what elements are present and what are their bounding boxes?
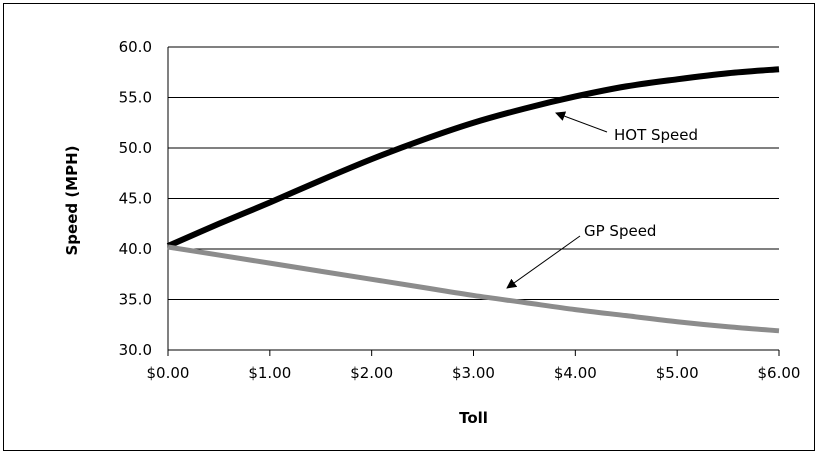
gridlines [167, 46, 780, 356]
y-tick-label: 50.0 [119, 139, 152, 157]
x-tick-label: $4.00 [554, 364, 597, 382]
gp-speed-annotation-label: GP Speed [584, 222, 656, 240]
y-tick-labels: 30.0 35.0 40.0 45.0 50.0 55.0 60.0 [119, 38, 152, 359]
x-tick-label: $0.00 [147, 364, 190, 382]
x-tick-label: $6.00 [758, 364, 801, 382]
y-tick-label: 40.0 [119, 240, 152, 258]
x-tick-label: $2.00 [350, 364, 393, 382]
y-axis-title: Speed (MPH) [63, 145, 81, 255]
series-lines [166, 66, 780, 334]
gp-speed-annotation-arrow [506, 235, 581, 289]
y-tick-label: 30.0 [119, 341, 152, 359]
series-line-1 [167, 244, 780, 334]
y-tick-label: 45.0 [119, 190, 152, 208]
x-tick-label: $3.00 [452, 364, 495, 382]
annotations: HOT Speed GP Speed [506, 111, 698, 289]
hot-speed-annotation-arrow [555, 111, 608, 133]
x-tick-labels: $0.00 $1.00 $2.00 $3.00 $4.00 $5.00 $6.00 [147, 364, 801, 382]
y-tick-label: 55.0 [119, 89, 152, 107]
y-tick-label: 60.0 [119, 38, 152, 56]
hot-speed-annotation-label: HOT Speed [614, 126, 698, 144]
x-axis-title: Toll [459, 409, 488, 427]
series-line-0 [166, 66, 780, 249]
x-tick-label: $5.00 [656, 364, 699, 382]
y-tick-label: 35.0 [119, 291, 152, 309]
x-tick-label: $1.00 [248, 364, 291, 382]
